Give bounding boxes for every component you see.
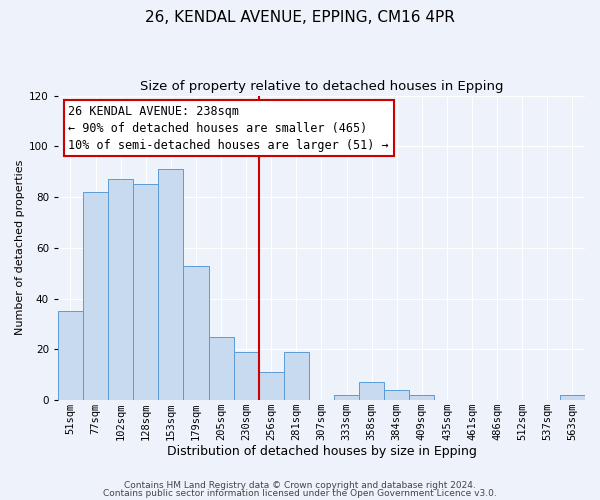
Bar	[133, 184, 158, 400]
Title: Size of property relative to detached houses in Epping: Size of property relative to detached ho…	[140, 80, 503, 93]
Bar	[334, 395, 359, 400]
Bar	[58, 311, 83, 400]
Bar	[184, 266, 209, 400]
Text: 26, KENDAL AVENUE, EPPING, CM16 4PR: 26, KENDAL AVENUE, EPPING, CM16 4PR	[145, 10, 455, 25]
Bar	[359, 382, 384, 400]
Bar	[158, 169, 184, 400]
Text: Contains HM Land Registry data © Crown copyright and database right 2024.: Contains HM Land Registry data © Crown c…	[124, 481, 476, 490]
Text: 26 KENDAL AVENUE: 238sqm
← 90% of detached houses are smaller (465)
10% of semi-: 26 KENDAL AVENUE: 238sqm ← 90% of detach…	[68, 104, 389, 152]
Y-axis label: Number of detached properties: Number of detached properties	[15, 160, 25, 336]
Bar	[284, 352, 309, 400]
Bar	[83, 192, 108, 400]
Text: Contains public sector information licensed under the Open Government Licence v3: Contains public sector information licen…	[103, 488, 497, 498]
X-axis label: Distribution of detached houses by size in Epping: Distribution of detached houses by size …	[167, 444, 476, 458]
Bar	[209, 336, 233, 400]
Bar	[409, 395, 434, 400]
Bar	[233, 352, 259, 400]
Bar	[108, 180, 133, 400]
Bar	[560, 395, 585, 400]
Bar	[259, 372, 284, 400]
Bar	[384, 390, 409, 400]
